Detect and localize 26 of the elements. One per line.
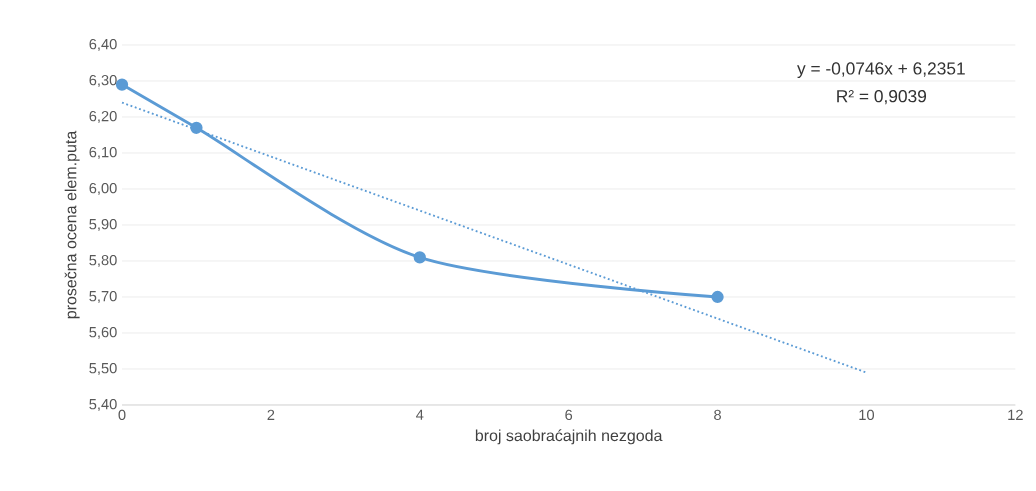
x-tick-label: 4 — [416, 409, 424, 420]
y-tick-label: 6,20 — [89, 110, 117, 124]
y-tick-label: 6,30 — [89, 74, 117, 88]
x-tick-label: 0 — [118, 409, 126, 421]
x-axis-title: broj saobraćajnih nezgoda — [475, 429, 663, 445]
point — [413, 251, 426, 264]
y-tick-label: 6,10 — [89, 146, 117, 160]
y-tick-label: 5,50 — [89, 362, 117, 376]
y-tick-label: 5,80 — [89, 254, 117, 268]
y-tick-label: 6,40 — [89, 38, 117, 52]
annotation: R² = 0,9039 — [837, 90, 927, 105]
x-tick-label: 10 — [859, 409, 875, 421]
y-tick-label: 5,90 — [89, 218, 117, 232]
point — [190, 121, 203, 134]
y-axis-title: prosečna ocena elem.puta — [64, 130, 80, 319]
y-tick-label: 5,60 — [89, 326, 117, 340]
x-tick-label: 2 — [267, 409, 275, 420]
x-tick-label: 6 — [565, 409, 573, 421]
y-tick-label: 5,40 — [89, 398, 117, 412]
point — [711, 290, 724, 304]
y-tick-label: 6,00 — [89, 182, 117, 196]
point — [115, 78, 129, 91]
x-tick-label: 8 — [714, 409, 721, 421]
y-tick-label: 5,70 — [89, 290, 117, 304]
x-tick-label: 12 — [1008, 409, 1023, 420]
annotation: y = -0,0746x + 6,2351 — [797, 62, 965, 79]
